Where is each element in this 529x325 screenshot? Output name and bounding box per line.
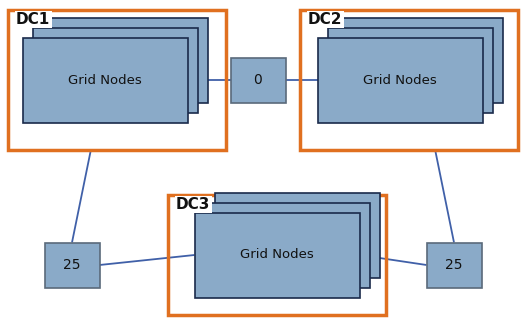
- Text: DC1: DC1: [16, 12, 50, 27]
- Text: Grid Nodes: Grid Nodes: [240, 249, 314, 262]
- Bar: [338, 18, 503, 102]
- Text: DC2: DC2: [308, 12, 342, 27]
- Bar: [327, 28, 492, 112]
- Bar: [32, 28, 197, 112]
- Text: 25: 25: [63, 258, 81, 272]
- Bar: [300, 10, 518, 150]
- Bar: [231, 58, 286, 102]
- Bar: [23, 37, 187, 123]
- Text: 25: 25: [445, 258, 463, 272]
- Bar: [426, 242, 481, 288]
- Bar: [8, 10, 226, 150]
- Bar: [195, 213, 360, 297]
- Text: Grid Nodes: Grid Nodes: [363, 73, 437, 86]
- Bar: [214, 192, 379, 278]
- Text: Grid Nodes: Grid Nodes: [68, 73, 142, 86]
- Bar: [205, 202, 369, 288]
- Bar: [44, 242, 99, 288]
- Bar: [42, 18, 207, 102]
- Bar: [317, 37, 482, 123]
- Text: DC3: DC3: [176, 197, 211, 212]
- Text: 0: 0: [253, 73, 262, 87]
- Bar: [168, 195, 386, 315]
